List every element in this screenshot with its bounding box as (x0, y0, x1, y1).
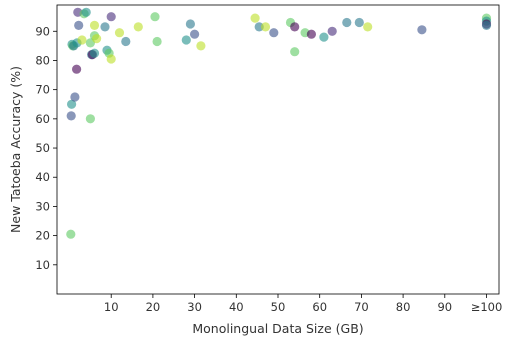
data-point (185, 19, 195, 29)
y-tick-label: 40 (35, 170, 50, 184)
data-point (152, 36, 162, 47)
data-point (250, 13, 260, 23)
x-axis: 10 20 30 40 50 60 70 80 90 ≥100 (104, 294, 502, 314)
data-point (70, 92, 80, 102)
x-tick-label: 50 (271, 300, 286, 314)
data-point (74, 20, 84, 30)
y-axis-title: New Tatoeba Accuracy (%) (8, 66, 23, 233)
y-tick-label: 60 (35, 112, 50, 126)
data-point (85, 114, 95, 124)
x-tick-label: 80 (396, 300, 411, 314)
x-tick-label: ≥100 (471, 300, 503, 314)
data-point (106, 54, 116, 64)
data-point (342, 17, 352, 28)
data-point (92, 34, 102, 44)
x-tick-label: 30 (187, 300, 202, 314)
data-point (66, 111, 76, 121)
plot-frame (56, 4, 500, 295)
y-tick-label: 90 (35, 24, 50, 38)
x-tick-label: 90 (437, 300, 452, 314)
data-point (190, 29, 200, 39)
data-point (89, 48, 100, 58)
data-point (67, 99, 77, 109)
data-point (269, 28, 279, 38)
data-point (133, 22, 143, 32)
data-point (121, 36, 131, 47)
data-point (100, 22, 110, 32)
data-point (260, 22, 271, 32)
x-tick-label: 70 (354, 300, 369, 314)
y-tick-label: 20 (35, 229, 50, 243)
x-tick-label: 20 (146, 300, 161, 314)
data-point (196, 41, 206, 51)
data-point (66, 229, 76, 239)
x-tick-label: 60 (312, 300, 327, 314)
data-point (290, 22, 300, 32)
x-axis-title: Monolingual Data Size (GB) (192, 321, 363, 336)
data-point (306, 29, 316, 39)
data-point (290, 47, 300, 57)
x-tick-label: 10 (104, 300, 119, 314)
data-point (481, 20, 492, 30)
data-point (363, 22, 373, 32)
data-point (106, 12, 116, 22)
data-point (417, 25, 427, 35)
data-point (114, 28, 125, 38)
y-axis: 10 20 30 40 50 60 70 80 90 (35, 24, 57, 272)
data-point (150, 12, 160, 22)
data-point (89, 20, 100, 30)
data-point (319, 32, 329, 42)
y-tick-label: 30 (35, 199, 50, 213)
y-tick-label: 10 (35, 258, 50, 272)
data-point (327, 26, 337, 36)
data-points (66, 7, 492, 239)
data-point (81, 7, 91, 17)
data-point (181, 35, 191, 45)
data-point (254, 22, 264, 32)
x-tick-label: 40 (229, 300, 244, 314)
data-point (77, 35, 87, 45)
y-tick-label: 80 (35, 53, 50, 67)
y-tick-label: 70 (35, 83, 50, 97)
data-point (354, 17, 364, 28)
data-point (72, 64, 82, 74)
y-tick-label: 50 (35, 141, 50, 155)
